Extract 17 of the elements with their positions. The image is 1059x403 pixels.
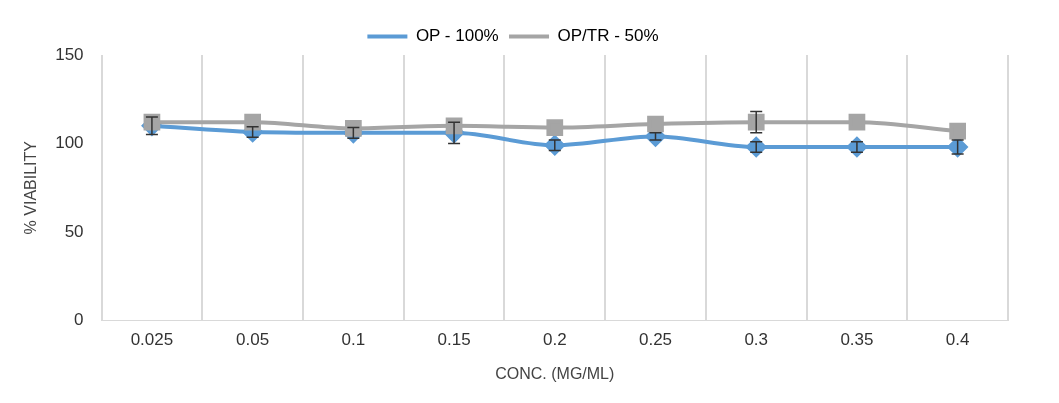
y-axis-title: % VIABILITY	[22, 140, 40, 235]
y-tick-label: 0	[74, 310, 84, 330]
y-tick-label: 50	[64, 221, 84, 241]
x-tick-label: 0.15	[437, 330, 471, 350]
x-axis-title: CONC. (MG/ML)	[495, 364, 615, 382]
y-tick-label: 150	[55, 44, 84, 64]
y-tick-label: 100	[55, 133, 84, 153]
legend-label: OP - 100%	[415, 26, 499, 46]
x-tick-label: 0.25	[638, 330, 673, 350]
x-tick-label: 0.025	[130, 330, 174, 350]
x-tick-label: 0.2	[542, 330, 567, 350]
x-tick-label: 0.05	[236, 330, 270, 350]
x-tick-label: 0.4	[945, 330, 970, 350]
x-tick-label: 0.35	[840, 330, 874, 350]
x-tick-label: 0.3	[744, 330, 769, 350]
x-tick-label: 0.1	[341, 330, 366, 350]
legend-label: OP/TR - 50%	[557, 26, 659, 46]
